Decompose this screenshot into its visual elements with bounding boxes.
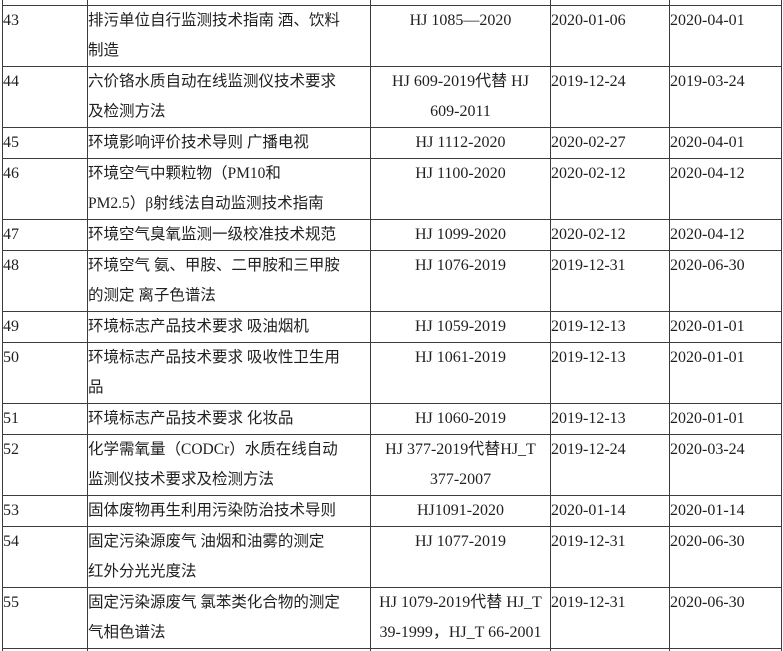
table-row: 43 排污单位自行监测技术指南 酒、饮料 制造 HJ 1085—2020 202… — [2, 4, 782, 67]
standard-code-cell: HJ 1060-2019 — [370, 402, 551, 435]
row-number-cell: 54 — [2, 525, 88, 588]
standard-code-cell: HJ 377-2019代替HJ_T 377-2007 — [370, 433, 551, 496]
standard-name-cell: 六价铬水质自动在线监测仪技术要求 及检测方法 — [87, 65, 371, 128]
publish-date-cell: 2020-01-14 — [550, 494, 670, 527]
implement-date-cell: 2020-06-30 — [669, 525, 782, 588]
standard-code-cell: HJ 1077-2019 — [370, 525, 551, 588]
implement-date-cell: 2020-06-30 — [669, 249, 782, 312]
standard-name-cell: 环境影响评价技术导则 广播电视 — [87, 126, 371, 159]
publish-date-cell: 2020-02-12 — [550, 157, 670, 220]
standard-code-cell: HJ 1085—2020 — [370, 4, 551, 67]
standard-name-cell: 环境空气 氨、甲胺、二甲胺和三甲胺 的测定 离子色谱法 — [87, 249, 371, 312]
table-row: 48 环境空气 氨、甲胺、二甲胺和三甲胺 的测定 离子色谱法 HJ 1076-2… — [2, 249, 782, 312]
table-row: 46 环境空气中颗粒物（PM10和 PM2.5）β射线法自动监测技术指南 HJ … — [2, 157, 782, 220]
table-row: 51 环境标志产品技术要求 化妆品 HJ 1060-2019 2019-12-1… — [2, 402, 782, 435]
standard-code-cell: HJ 609-2019代替 HJ 609-2011 — [370, 65, 551, 128]
table-row: 54 固定污染源废气 油烟和油雾的测定 红外分光光度法 HJ 1077-2019… — [2, 525, 782, 588]
row-number-cell: 47 — [2, 218, 88, 251]
table-row: 47 环境空气臭氧监测一级校准技术规范 HJ 1099-2020 2020-02… — [2, 218, 782, 251]
standard-code-cell: HJ 1079-2019代替 HJ_T 39-1999，HJ_T 66-2001 — [370, 586, 551, 649]
standard-name-cell: 化学需氧量（CODCr）水质在线自动 监测仪技术要求及检测方法 — [87, 433, 371, 496]
row-number-cell: 45 — [2, 126, 88, 159]
table-row: 44 六价铬水质自动在线监测仪技术要求 及检测方法 HJ 609-2019代替 … — [2, 65, 782, 128]
standard-name-cell: 固定污染源废气 油烟和油雾的测定 红外分光光度法 — [87, 525, 371, 588]
row-number-cell: 49 — [2, 310, 88, 343]
publish-date-cell: 2019-12-24 — [550, 65, 670, 128]
standard-name-cell: 固定污染源废气 氯苯类化合物的测定 气相色谱法 — [87, 586, 371, 649]
row-number-cell: 44 — [2, 65, 88, 128]
implement-date-cell: 2020-01-14 — [669, 494, 782, 527]
row-number-cell: 51 — [2, 402, 88, 435]
publish-date-cell: 2019-12-31 — [550, 586, 670, 649]
row-number-cell: 52 — [2, 433, 88, 496]
standard-name-cell: 环境空气臭氧监测一级校准技术规范 — [87, 218, 371, 251]
implement-date-cell: 2020-06-30 — [669, 586, 782, 649]
implement-date-cell: 2020-04-12 — [669, 157, 782, 220]
publish-date-cell: 2020-02-12 — [550, 218, 670, 251]
table-row: 52 化学需氧量（CODCr）水质在线自动 监测仪技术要求及检测方法 HJ 37… — [2, 433, 782, 496]
publish-date-cell: 2020-01-06 — [550, 4, 670, 67]
row-number-cell: 48 — [2, 249, 88, 312]
standard-code-cell: HJ 1061-2019 — [370, 341, 551, 404]
row-number-cell: 53 — [2, 494, 88, 527]
standard-name-cell: 环境标志产品技术要求 化妆品 — [87, 402, 371, 435]
standard-code-cell: HJ 1076-2019 — [370, 249, 551, 312]
standard-code-cell: HJ 1099-2020 — [370, 218, 551, 251]
standard-name-cell: 环境标志产品技术要求 吸收性卫生用 品 — [87, 341, 371, 404]
publish-date-cell: 2019-12-13 — [550, 341, 670, 404]
publish-date-cell: 2019-12-13 — [550, 310, 670, 343]
publish-date-cell: 2020-02-27 — [550, 126, 670, 159]
implement-date-cell: 2020-04-01 — [669, 4, 782, 67]
table-row: 45 环境影响评价技术导则 广播电视 HJ 1112-2020 2020-02-… — [2, 126, 782, 159]
row-number-cell: 43 — [2, 4, 88, 67]
implement-date-cell: 2020-04-01 — [669, 126, 782, 159]
standard-name-cell: 排污单位自行监测技术指南 酒、饮料 制造 — [87, 4, 371, 67]
standard-code-cell: HJ1091-2020 — [370, 494, 551, 527]
publish-date-cell: 2019-12-31 — [550, 525, 670, 588]
empty-cell — [669, 647, 782, 651]
implement-date-cell: 2019-03-24 — [669, 65, 782, 128]
row-number-cell: 50 — [2, 341, 88, 404]
standard-name-cell: 环境标志产品技术要求 吸油烟机 — [87, 310, 371, 343]
implement-date-cell: 2020-03-24 — [669, 433, 782, 496]
implement-date-cell: 2020-01-01 — [669, 341, 782, 404]
implement-date-cell: 2020-01-01 — [669, 310, 782, 343]
standard-name-cell: 固体废物再生利用污染防治技术导则 — [87, 494, 371, 527]
row-number-cell: 55 — [2, 586, 88, 649]
standard-code-cell: HJ 1100-2020 — [370, 157, 551, 220]
standard-code-cell: HJ 1059-2019 — [370, 310, 551, 343]
standard-name-cell: 环境空气中颗粒物（PM10和 PM2.5）β射线法自动监测技术指南 — [87, 157, 371, 220]
publish-date-cell: 2019-12-31 — [550, 249, 670, 312]
table-row: 50 环境标志产品技术要求 吸收性卫生用 品 HJ 1061-2019 2019… — [2, 341, 782, 404]
table-row-partial-bottom — [2, 647, 782, 651]
publish-date-cell: 2019-12-24 — [550, 433, 670, 496]
implement-date-cell: 2020-04-12 — [669, 218, 782, 251]
row-number-cell: 46 — [2, 157, 88, 220]
table-row: 55 固定污染源废气 氯苯类化合物的测定 气相色谱法 HJ 1079-2019代… — [2, 586, 782, 649]
standard-code-cell: HJ 1112-2020 — [370, 126, 551, 159]
table-row: 53 固体废物再生利用污染防治技术导则 HJ1091-2020 2020-01-… — [2, 494, 782, 527]
table-row: 49 环境标志产品技术要求 吸油烟机 HJ 1059-2019 2019-12-… — [2, 310, 782, 343]
publish-date-cell: 2019-12-13 — [550, 402, 670, 435]
implement-date-cell: 2020-01-01 — [669, 402, 782, 435]
